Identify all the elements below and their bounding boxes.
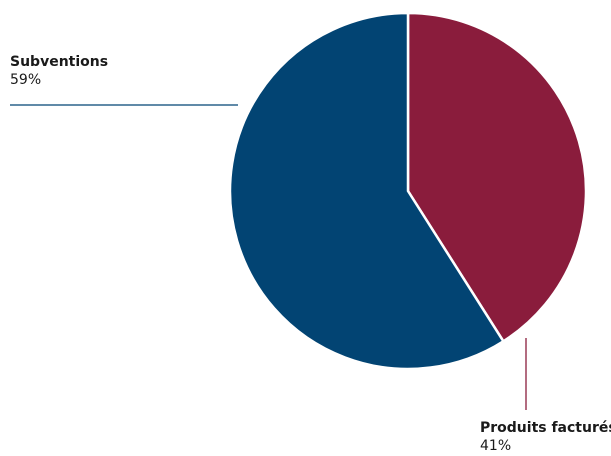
slice-label-produits-factures: Produits facturés 41% bbox=[480, 419, 611, 455]
slice-label-produits-factures-value: 41% bbox=[480, 437, 611, 455]
slice-label-subventions: Subventions 59% bbox=[10, 53, 108, 89]
slice-label-produits-factures-name: Produits facturés bbox=[480, 419, 611, 437]
pie-slices bbox=[230, 13, 586, 369]
slice-label-subventions-value: 59% bbox=[10, 71, 108, 89]
slice-label-subventions-name: Subventions bbox=[10, 53, 108, 71]
